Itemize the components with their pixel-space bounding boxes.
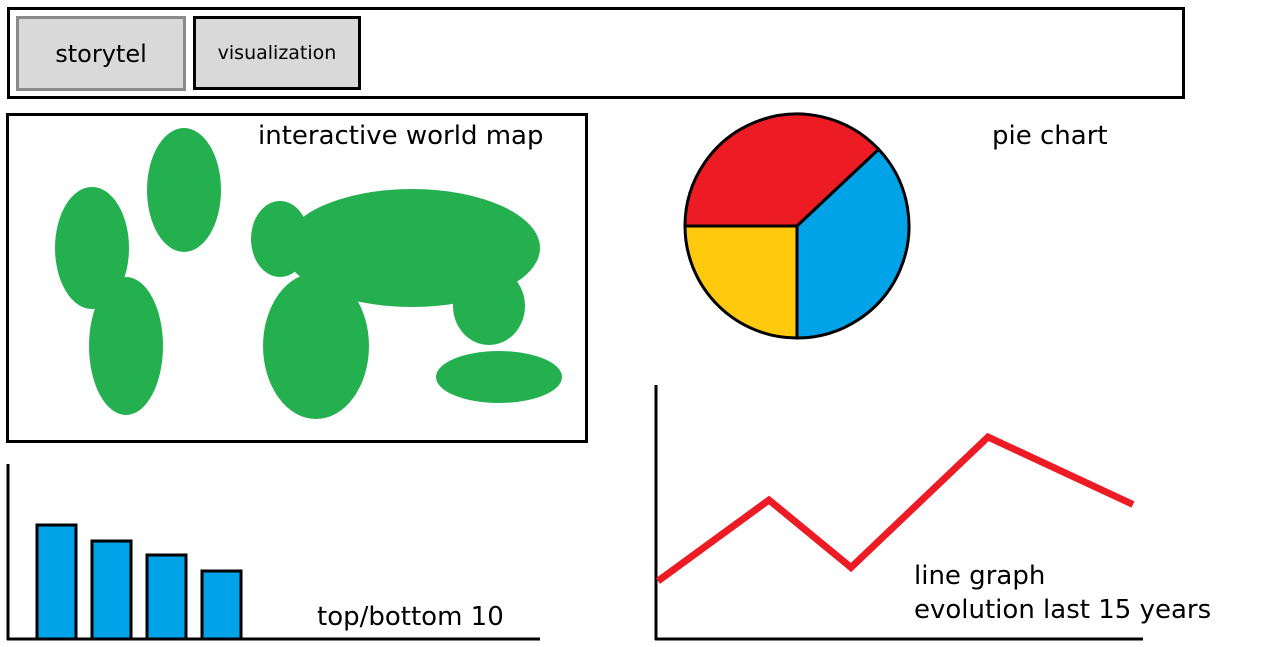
continent-north-america[interactable] [55,187,129,309]
world-map[interactable] [9,116,585,440]
line-chart-title-line2: evolution last 15 years [914,595,1212,625]
pie-slice-2[interactable] [795,147,911,340]
continent-southeast-asia[interactable] [453,267,525,345]
line-chart-title-line1: line graph [914,561,1046,591]
bar-3[interactable] [145,553,188,641]
bar-chart-title: top/bottom 10 [317,602,504,632]
bar-4[interactable] [200,569,243,641]
continent-greenland[interactable] [147,128,221,252]
storytel-button[interactable]: storytel [16,16,186,91]
pie-slice-3[interactable] [683,224,799,340]
bar-2[interactable] [90,539,133,641]
header-bar [7,7,1185,99]
line-series[interactable] [655,432,1135,584]
visualization-button-label: visualization [217,42,337,64]
pie-chart-title: pie chart [992,121,1108,151]
continent-africa[interactable] [263,273,369,419]
line-chart[interactable] [650,382,1150,644]
continent-australia[interactable] [436,351,562,403]
world-map-panel[interactable]: interactive world map [6,113,588,443]
bar-chart[interactable] [0,460,545,645]
visualization-button[interactable]: visualization [193,16,361,90]
bar-1[interactable] [35,523,78,641]
continent-south-america[interactable] [89,277,163,415]
storytel-button-label: storytel [55,39,147,68]
pie-slice-1[interactable] [683,112,881,228]
pie-chart[interactable] [677,106,917,346]
world-map-title: interactive world map [258,121,544,151]
